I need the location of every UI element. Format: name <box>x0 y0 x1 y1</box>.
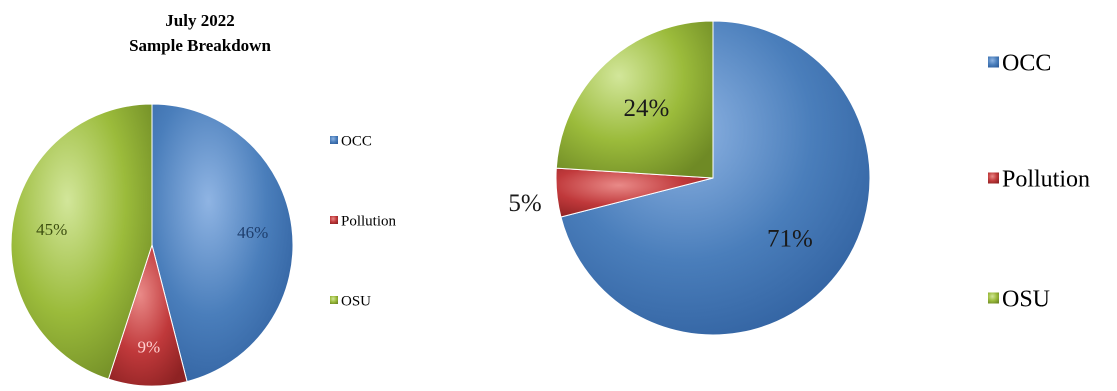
chart-1-data-label-occ: 46% <box>237 223 268 242</box>
chart-2-data-labels: 71% 5% 24% <box>508 95 812 253</box>
chart-2-slices <box>555 20 871 336</box>
chart-1-data-labels: 46% 9% 45% <box>36 220 268 356</box>
chart-2-legend: OCC Pollution OSU <box>988 50 1090 312</box>
chart-1-legend-swatch-osu <box>330 296 338 304</box>
chart-1-slice-pollution <box>107 243 188 387</box>
chart-1-title-line-2: Sample Breakdown <box>129 36 271 55</box>
chart-1-legend: OCC Pollution OSU <box>330 133 397 309</box>
pie-chart-1: July 2022 Sample Breakdown 46% 9% 45% OCC P… <box>10 11 397 387</box>
chart-2-legend-label-occ: OCC <box>1002 50 1051 76</box>
pie-chart-2: 71% 5% 24% OCC Pollution OSU <box>508 20 1090 336</box>
chart-1-title-line-1: July 2022 <box>165 11 234 30</box>
chart-2-legend-swatch-occ <box>988 56 999 68</box>
chart-1-legend-label-osu: OSU <box>341 293 371 309</box>
chart-2-data-label-osu: 24% <box>623 95 669 122</box>
chart-2-data-label-pollution: 5% <box>508 190 541 217</box>
chart-1-legend-swatch-pollution <box>330 216 338 224</box>
chart-2-legend-label-pollution: Pollution <box>1002 166 1090 192</box>
chart-2-legend-swatch-osu <box>988 292 999 304</box>
chart-1-legend-label-pollution: Pollution <box>341 213 397 229</box>
chart-1-slice-occ <box>151 103 294 383</box>
chart-1-legend-label-occ: OCC <box>341 133 372 149</box>
chart-1-slice-osu <box>10 103 153 380</box>
chart-2-data-label-occ: 71% <box>767 225 813 252</box>
chart-2-legend-label-osu: OSU <box>1002 286 1050 312</box>
chart-1-slices <box>10 103 294 387</box>
chart-2-slice-osu <box>555 20 714 179</box>
chart-2-legend-swatch-pollution <box>988 172 999 184</box>
chart-2-slice-occ <box>560 20 871 336</box>
chart-1-data-label-osu: 45% <box>36 220 67 239</box>
chart-1-legend-swatch-occ <box>330 136 338 144</box>
chart-1-data-label-pollution: 9% <box>137 337 160 356</box>
